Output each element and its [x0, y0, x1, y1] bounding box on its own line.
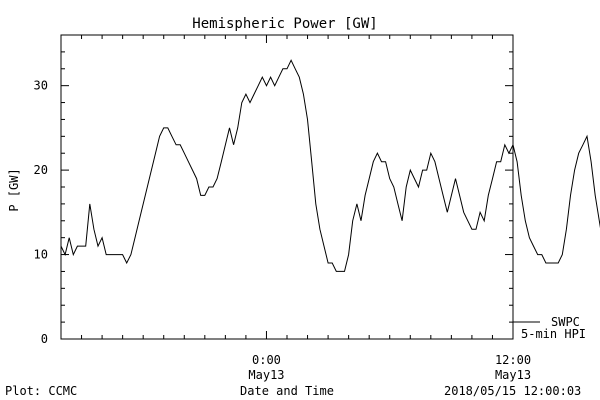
y-tick-label: 0 — [41, 332, 48, 346]
x-tick-label-time: 12:00 — [495, 353, 531, 367]
x-tick-label-time: 0:00 — [252, 353, 281, 367]
y-tick-label: 30 — [34, 79, 48, 93]
x-tick-label-date: May13 — [495, 368, 531, 382]
legend-label-swpc: SWPC — [551, 315, 580, 329]
y-tick-label: 20 — [34, 163, 48, 177]
plot-timestamp: 2018/05/15 12:00:03 — [444, 384, 581, 398]
y-axis-label: P [GW] — [7, 168, 21, 211]
chart-title: Hemispheric Power [GW] — [192, 16, 377, 32]
legend-label-hpi: 5-min HPI — [521, 327, 586, 341]
y-tick-label: 10 — [34, 248, 48, 262]
hpi-series-line — [60, 59, 600, 272]
plot-frame — [60, 34, 514, 340]
x-tick-label-date: May13 — [248, 368, 284, 382]
y-axis: 0 10 20 30 — [34, 34, 513, 346]
series-layer — [60, 59, 600, 272]
plot-credit: Plot: CCMC — [5, 384, 77, 398]
x-axis-label: Date and Time — [240, 384, 334, 398]
